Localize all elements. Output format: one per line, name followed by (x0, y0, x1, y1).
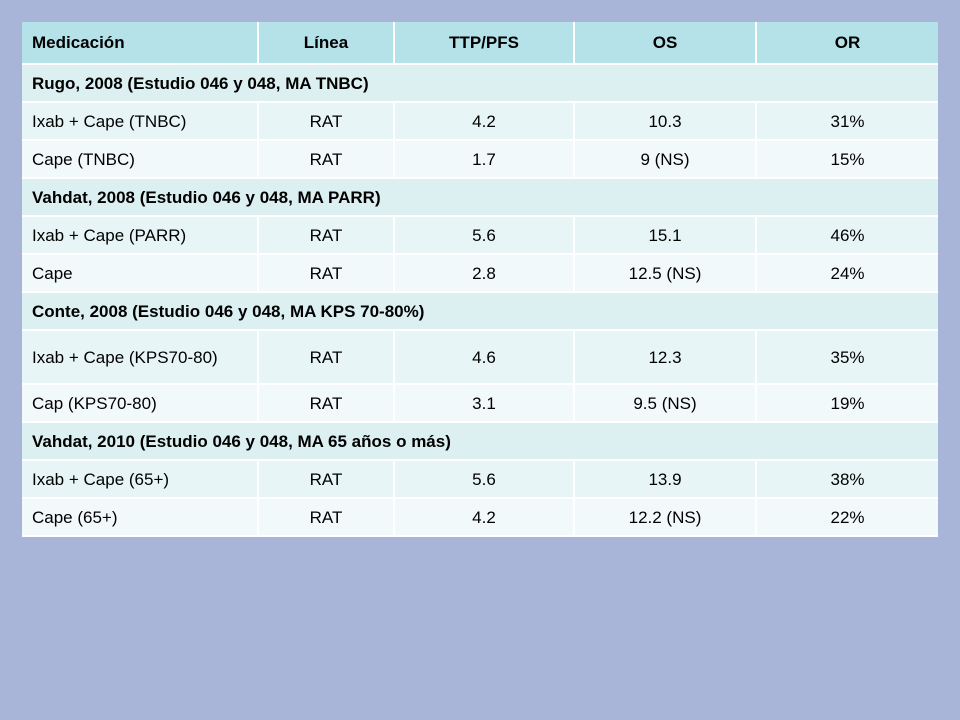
cell-medicacion: Ixab + Cape (PARR) (22, 216, 259, 255)
header-ttp-pfs: TTP/PFS (394, 22, 575, 65)
table-header: Medicación Línea TTP/PFS OS OR (22, 22, 938, 65)
group-row: Conte, 2008 (Estudio 046 y 048, MA KPS 7… (22, 292, 938, 331)
group-title: Rugo, 2008 (Estudio 046 y 048, MA TNBC) (22, 64, 938, 103)
cell-linea: RAT (258, 460, 395, 499)
cell-or: 46% (756, 216, 938, 255)
table-row: Ixab + Cape (KPS70-80) RAT 4.6 12.3 35% (22, 330, 938, 385)
cell-medicacion: Cap (KPS70-80) (22, 384, 259, 423)
table-row: Cape RAT 2.8 12.5 (NS) 24% (22, 254, 938, 293)
cell-medicacion: Cape (65+) (22, 498, 259, 537)
cell-or: 22% (756, 498, 938, 537)
cell-ttp-pfs: 4.6 (394, 330, 575, 385)
cell-os: 10.3 (574, 102, 757, 141)
cell-medicacion: Ixab + Cape (TNBC) (22, 102, 259, 141)
table-row: Ixab + Cape (TNBC) RAT 4.2 10.3 31% (22, 102, 938, 141)
table-body: Rugo, 2008 (Estudio 046 y 048, MA TNBC) … (22, 64, 938, 537)
cell-os: 9 (NS) (574, 140, 757, 179)
cell-or: 19% (756, 384, 938, 423)
results-table: Medicación Línea TTP/PFS OS OR Rugo, 200… (22, 22, 938, 537)
cell-os: 12.5 (NS) (574, 254, 757, 293)
cell-linea: RAT (258, 140, 395, 179)
cell-ttp-pfs: 2.8 (394, 254, 575, 293)
cell-linea: RAT (258, 216, 395, 255)
group-row: Rugo, 2008 (Estudio 046 y 048, MA TNBC) (22, 64, 938, 103)
cell-os: 9.5 (NS) (574, 384, 757, 423)
header-row: Medicación Línea TTP/PFS OS OR (22, 22, 938, 65)
cell-linea: RAT (258, 102, 395, 141)
table-row: Ixab + Cape (65+) RAT 5.6 13.9 38% (22, 460, 938, 499)
cell-os: 12.3 (574, 330, 757, 385)
cell-os: 15.1 (574, 216, 757, 255)
cell-linea: RAT (258, 384, 395, 423)
table-row: Ixab + Cape (PARR) RAT 5.6 15.1 46% (22, 216, 938, 255)
group-title: Conte, 2008 (Estudio 046 y 048, MA KPS 7… (22, 292, 938, 331)
cell-ttp-pfs: 5.6 (394, 216, 575, 255)
header-linea: Línea (258, 22, 395, 65)
cell-or: 31% (756, 102, 938, 141)
cell-linea: RAT (258, 330, 395, 385)
group-row: Vahdat, 2008 (Estudio 046 y 048, MA PARR… (22, 178, 938, 217)
cell-medicacion: Ixab + Cape (KPS70-80) (22, 330, 259, 385)
header-medicacion: Medicación (22, 22, 259, 65)
header-or: OR (756, 22, 938, 65)
group-title: Vahdat, 2010 (Estudio 046 y 048, MA 65 a… (22, 422, 938, 461)
cell-ttp-pfs: 3.1 (394, 384, 575, 423)
group-title: Vahdat, 2008 (Estudio 046 y 048, MA PARR… (22, 178, 938, 217)
cell-os: 13.9 (574, 460, 757, 499)
cell-or: 35% (756, 330, 938, 385)
table-row: Cap (KPS70-80) RAT 3.1 9.5 (NS) 19% (22, 384, 938, 423)
table-row: Cape (65+) RAT 4.2 12.2 (NS) 22% (22, 498, 938, 537)
cell-ttp-pfs: 4.2 (394, 102, 575, 141)
cell-linea: RAT (258, 254, 395, 293)
cell-os: 12.2 (NS) (574, 498, 757, 537)
cell-or: 38% (756, 460, 938, 499)
cell-or: 24% (756, 254, 938, 293)
cell-or: 15% (756, 140, 938, 179)
header-os: OS (574, 22, 757, 65)
group-row: Vahdat, 2010 (Estudio 046 y 048, MA 65 a… (22, 422, 938, 461)
cell-linea: RAT (258, 498, 395, 537)
cell-medicacion: Ixab + Cape (65+) (22, 460, 259, 499)
cell-ttp-pfs: 5.6 (394, 460, 575, 499)
cell-medicacion: Cape (TNBC) (22, 140, 259, 179)
cell-medicacion: Cape (22, 254, 259, 293)
cell-ttp-pfs: 1.7 (394, 140, 575, 179)
table-row: Cape (TNBC) RAT 1.7 9 (NS) 15% (22, 140, 938, 179)
cell-ttp-pfs: 4.2 (394, 498, 575, 537)
